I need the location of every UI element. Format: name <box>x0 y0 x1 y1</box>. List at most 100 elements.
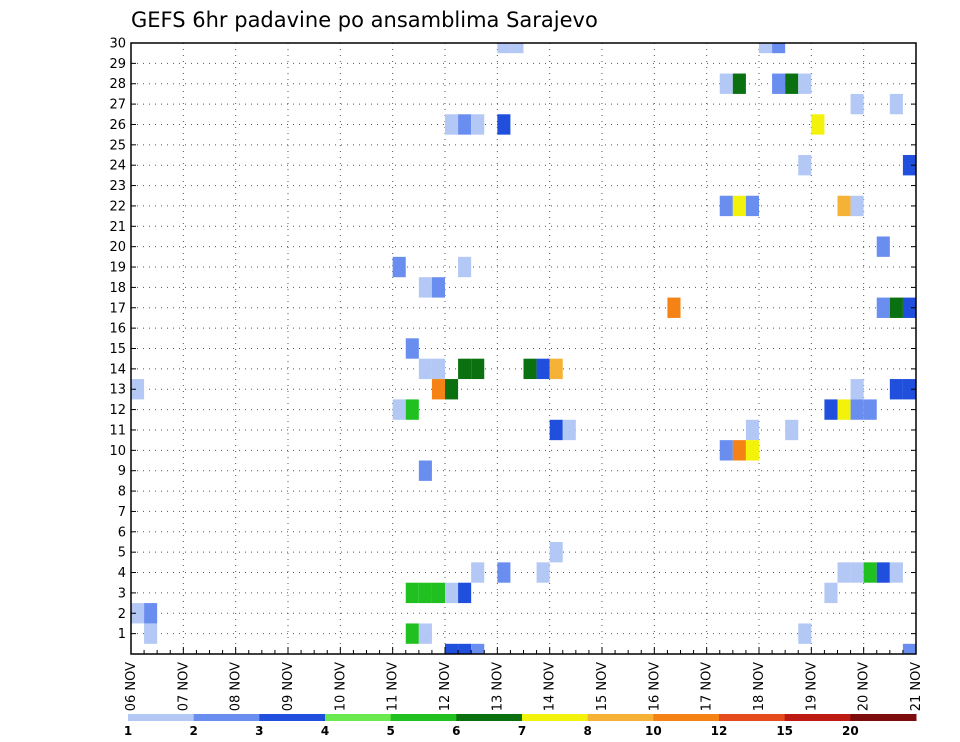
precip-cell <box>837 399 851 420</box>
precip-cell <box>405 338 419 359</box>
y-tick-label: 28 <box>109 77 126 92</box>
y-tick-label: 15 <box>109 342 126 357</box>
x-tick-label: 10 NOV <box>333 662 348 711</box>
precip-cell <box>431 582 445 604</box>
precip-cell <box>458 643 472 654</box>
precip-cell <box>850 379 864 400</box>
x-axis: 06 NOV 07 NOV 08 NOV 09 NOV 10 NOV 11 NOV 12 N… <box>124 647 924 711</box>
y-tick-label: 13 <box>109 383 126 398</box>
precip-cell <box>497 562 511 583</box>
x-tick-label: 08 NOV <box>229 662 244 711</box>
legend-tick-label: 1 <box>124 724 132 738</box>
y-tick-label: 3 <box>118 586 126 601</box>
precip-cell <box>405 399 419 420</box>
y-tick-label: 12 <box>109 403 126 418</box>
precip-cell <box>732 195 746 217</box>
precip-cell <box>902 379 916 400</box>
legend-swatch <box>784 714 851 721</box>
precip-cell <box>732 440 746 461</box>
precip-cell <box>876 562 890 583</box>
precip-cell <box>471 358 485 380</box>
y-tick-label: 17 <box>109 301 126 316</box>
precip-cell <box>772 73 786 94</box>
x-tick-label: 09 NOV <box>281 662 296 711</box>
precip-cell <box>510 43 524 54</box>
y-axis: 1234567891011121314151617181920212223242… <box>109 37 916 642</box>
precip-cell <box>719 73 733 94</box>
x-tick-label: 18 NOV <box>752 662 767 711</box>
precip-cell <box>536 358 550 380</box>
precip-cell <box>798 73 812 94</box>
precip-cell <box>392 256 406 278</box>
x-tick-label: 17 NOV <box>700 662 715 711</box>
y-tick-label: 29 <box>109 57 126 72</box>
x-tick-label: 16 NOV <box>647 662 662 711</box>
legend-swatch <box>259 714 326 721</box>
precip-cell <box>405 582 419 604</box>
precip-cell <box>445 114 459 135</box>
precip-cell <box>850 93 864 115</box>
grid-lines <box>131 42 916 654</box>
precip-cell <box>745 195 759 217</box>
precip-cell <box>431 358 445 380</box>
precip-cell <box>144 623 158 644</box>
heatmap-cells <box>131 43 916 654</box>
x-tick-label: 06 NOV <box>124 662 139 711</box>
x-tick-label: 20 NOV <box>857 662 872 711</box>
precip-cell <box>418 623 432 644</box>
legend-tick-label: 2 <box>189 724 197 738</box>
y-tick-label: 10 <box>109 444 126 459</box>
y-tick-label: 23 <box>109 179 126 194</box>
precip-cell <box>719 440 733 461</box>
y-tick-label: 19 <box>109 261 126 276</box>
precip-cell <box>549 419 563 441</box>
precip-cell <box>798 155 812 176</box>
precip-cell <box>458 582 472 604</box>
precip-cell <box>523 358 537 380</box>
y-tick-label: 20 <box>109 240 126 255</box>
precip-cell <box>667 297 681 318</box>
precip-cell <box>497 43 511 54</box>
y-tick-label: 9 <box>118 464 126 479</box>
y-tick-label: 8 <box>118 485 126 500</box>
precip-cell <box>876 297 890 318</box>
precip-cell <box>497 114 511 135</box>
legend-tick-label: 15 <box>776 724 793 738</box>
precip-cell <box>562 419 576 441</box>
y-tick-label: 26 <box>109 118 126 133</box>
legend-swatch <box>193 714 260 721</box>
precip-cell <box>837 195 851 217</box>
precip-cell <box>863 399 877 420</box>
legend-swatch <box>522 714 589 721</box>
precip-cell <box>863 562 877 583</box>
precip-cell <box>876 236 890 257</box>
precip-cell <box>837 562 851 583</box>
legend-swatch <box>719 714 786 721</box>
precip-cell <box>418 460 432 481</box>
precip-cell <box>471 643 485 654</box>
y-tick-label: 16 <box>109 322 126 337</box>
precip-cell <box>392 399 406 420</box>
legend-swatch <box>325 714 392 721</box>
y-tick-label: 5 <box>118 546 126 561</box>
y-tick-label: 2 <box>118 607 126 622</box>
y-tick-label: 30 <box>109 37 126 52</box>
precip-cell <box>785 419 799 441</box>
precip-cell <box>458 256 472 278</box>
precip-cell <box>471 114 485 135</box>
y-tick-label: 7 <box>118 505 126 520</box>
legend-swatch <box>850 714 917 721</box>
plot-frame <box>130 42 917 655</box>
precip-cell <box>889 297 903 318</box>
precip-cell <box>418 358 432 380</box>
precip-cell <box>889 93 903 115</box>
precip-cell <box>850 562 864 583</box>
legend-tick-label: 7 <box>518 724 526 738</box>
x-tick-label: 11 NOV <box>386 662 401 711</box>
legend-tick-label: 20 <box>842 724 859 738</box>
x-tick-label: 12 NOV <box>438 662 453 711</box>
precip-cell <box>902 155 916 176</box>
precip-cell <box>824 582 838 604</box>
x-tick-label: 14 NOV <box>543 662 558 711</box>
